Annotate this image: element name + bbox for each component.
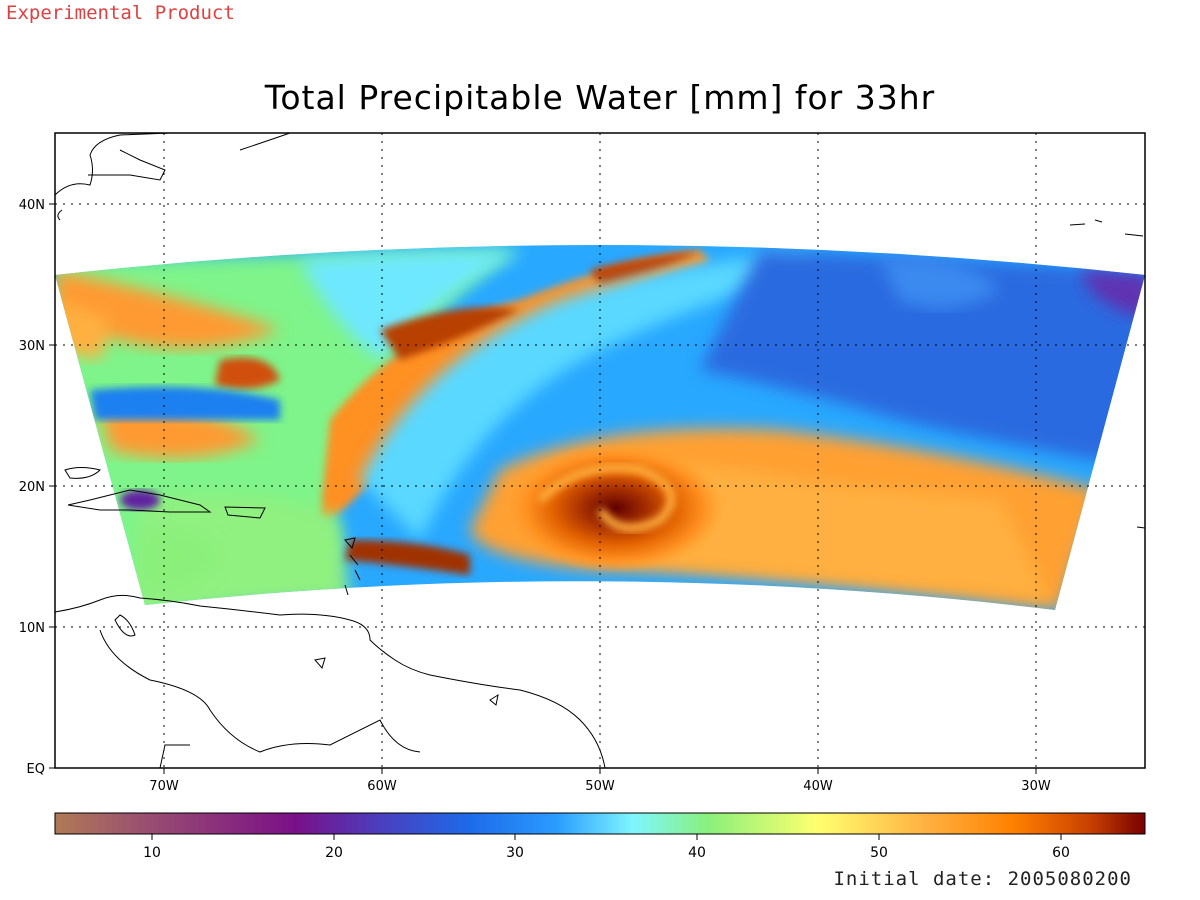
- colorbar-tick-label: 40: [688, 845, 706, 861]
- latitude-labels: 40N 30N 20N 10N EQ: [19, 198, 45, 777]
- lon-label: 50W: [585, 779, 615, 794]
- colorbar-tick-label: 10: [143, 845, 161, 861]
- lon-label: 40W: [803, 779, 833, 794]
- lat-label: 10N: [19, 621, 45, 636]
- colorbar-tick-label: 30: [506, 845, 524, 861]
- colorbar-tick-label: 20: [325, 845, 343, 861]
- axis-ticks: [49, 203, 1037, 774]
- experimental-product-label: Experimental Product: [6, 2, 235, 24]
- coastlines: [54, 132, 1146, 769]
- colorbar-labels: 10 20 30 40 50 60: [143, 845, 1070, 861]
- initial-date-label: Initial date: 2005080200: [833, 868, 1132, 890]
- colorbar-tick-label: 50: [870, 845, 888, 861]
- lat-label: 40N: [19, 198, 45, 213]
- colorbar-tick-label: 60: [1052, 845, 1070, 861]
- colorbar-ticks: [151, 834, 1062, 840]
- lon-label: 30W: [1021, 779, 1051, 794]
- lat-label: 20N: [19, 480, 45, 495]
- colorbar: [54, 812, 1146, 835]
- precipitable-water-field: [55, 245, 1145, 610]
- longitude-labels: 70W 60W 50W 40W 30W: [149, 779, 1051, 794]
- lon-label: 60W: [367, 779, 397, 794]
- graticule: [55, 133, 1145, 768]
- map-title: Total Precipitable Water [mm] for 33hr: [264, 78, 936, 117]
- lon-label: 70W: [149, 779, 179, 794]
- lat-label: 30N: [19, 339, 45, 354]
- lat-label: EQ: [27, 762, 45, 777]
